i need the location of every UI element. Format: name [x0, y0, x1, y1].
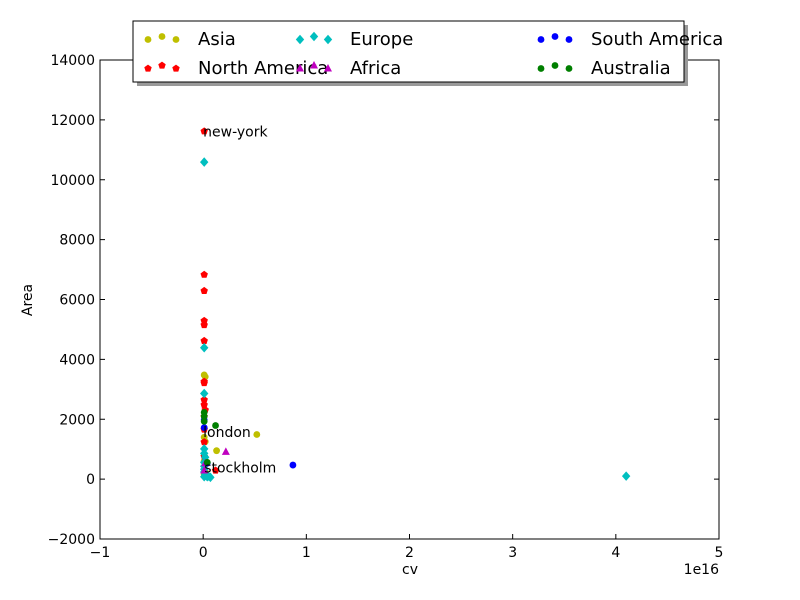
data-point-europe: [621, 471, 631, 481]
data-point-north-america: [211, 466, 220, 474]
series-australia: [200, 408, 219, 466]
data-point-europe: [201, 452, 210, 463]
legend-marker-south-america: [551, 33, 559, 40]
legend-marker-north-america: [158, 61, 166, 69]
legend-label-south-america: South America: [591, 29, 723, 50]
data-point-north-america: [200, 270, 208, 278]
data-point-asia: [253, 431, 261, 438]
x-tick-label: 0: [199, 545, 208, 561]
data-point-north-america: [200, 438, 208, 446]
legend-label-africa: Africa: [350, 58, 401, 79]
y-tick-label: 2000: [59, 412, 95, 428]
legend-marker-north-america: [144, 64, 152, 72]
legend-marker-europe: [323, 34, 333, 45]
legend-marker-africa: [310, 61, 318, 69]
data-point-south-america: [200, 424, 208, 432]
x-tick-label: 3: [508, 545, 517, 561]
legend-marker-north-america: [172, 64, 180, 72]
legend-marker-asia: [158, 33, 166, 40]
legend-marker-australia: [565, 65, 573, 72]
data-point-north-america: [200, 379, 208, 387]
data-point-africa: [200, 465, 209, 474]
annotation-new-york: new-york: [203, 124, 268, 140]
x-tick-label: 4: [611, 545, 620, 561]
data-point-australia: [212, 422, 219, 429]
legend-marker-europe: [295, 34, 305, 45]
legend-box: [132, 20, 685, 83]
data-point-europe: [204, 471, 213, 481]
legend-marker-australia: [551, 62, 559, 69]
y-tick-label: 8000: [59, 233, 95, 249]
legend-label-asia: Asia: [198, 29, 236, 50]
legend-marker-africa: [296, 64, 304, 72]
series-europe: [200, 157, 631, 483]
data-point-europe: [200, 342, 209, 353]
y-tick-label: −2000: [48, 532, 95, 548]
x-axis-offset-label: 1e16: [684, 562, 719, 578]
y-tick-label: 6000: [59, 293, 95, 309]
y-tick-label: 0: [86, 472, 95, 488]
y-tick-label: 12000: [50, 113, 95, 129]
legend-label-europe: Europe: [350, 29, 413, 50]
data-point-asia: [213, 447, 220, 455]
data-point-australia: [203, 458, 211, 466]
data-point-north-america: [200, 336, 208, 344]
data-point-australia: [200, 417, 208, 425]
data-point-north-america: [200, 127, 208, 135]
data-point-north-america: [200, 286, 208, 294]
data-point-europe: [200, 157, 209, 167]
data-point-australia: [200, 412, 208, 420]
y-tick-label: 4000: [59, 352, 95, 368]
y-tick-label: 10000: [50, 173, 95, 189]
legend-entry-north-america: North America: [144, 58, 328, 79]
x-axis-label: cv: [402, 562, 418, 578]
legend-marker-south-america: [565, 36, 573, 43]
data-point-africa: [221, 447, 230, 455]
legend-marker-asia: [172, 36, 180, 43]
x-tick-label: 5: [715, 545, 724, 561]
y-axis: −2000 0 2000 4000 6000 8000 10000 12000 14000: [48, 53, 719, 548]
point-annotations: new-york london stockholm: [203, 124, 276, 476]
y-tick-label: 14000: [50, 53, 95, 69]
legend-entry-asia: Asia: [144, 29, 236, 50]
data-point-north-america: [200, 321, 208, 329]
plot-points: [200, 127, 631, 483]
legend-marker-africa: [324, 64, 332, 72]
legend-label-australia: Australia: [591, 58, 671, 79]
x-tick-label: −1: [90, 545, 111, 561]
data-point-north-america: [200, 316, 208, 324]
legend-entries: Asia North America Europe Africa South Ameri…: [144, 29, 723, 79]
y-axis-label: Area: [20, 284, 36, 316]
x-tick-label: 2: [405, 545, 414, 561]
legend-entry-south-america: South America: [537, 29, 723, 50]
data-point-south-america: [289, 461, 297, 469]
legend: Asia North America Europe Africa South Ameri…: [132, 20, 723, 86]
legend-marker-asia: [144, 36, 152, 43]
data-point-north-america: [200, 395, 208, 403]
annotation-london: london: [203, 425, 251, 441]
legend-marker-australia: [537, 65, 545, 72]
legend-entry-europe: Europe: [295, 29, 413, 50]
legend-marker-europe: [309, 31, 319, 42]
legend-label-north-america: North America: [198, 58, 328, 79]
data-point-north-america: [200, 400, 208, 409]
x-tick-label: 1: [302, 545, 311, 561]
legend-marker-south-america: [537, 36, 545, 43]
annotation-stockholm: stockholm: [204, 461, 276, 477]
legend-entry-africa: Africa: [296, 58, 401, 79]
legend-entry-australia: Australia: [537, 58, 671, 79]
data-point-europe: [200, 388, 209, 399]
